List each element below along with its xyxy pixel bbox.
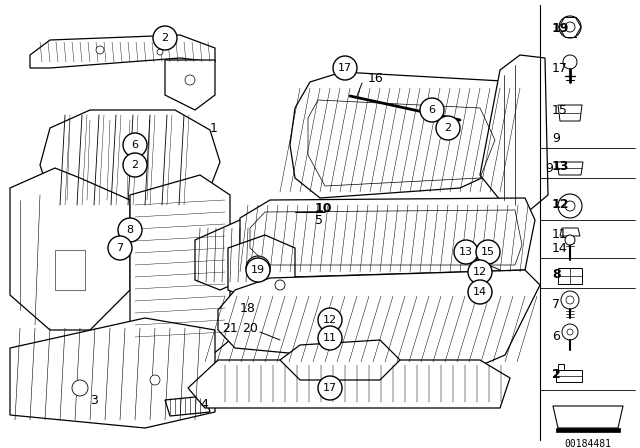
Text: 7: 7 — [552, 297, 560, 310]
Circle shape — [153, 26, 177, 50]
Circle shape — [559, 16, 581, 38]
Text: 11: 11 — [552, 228, 568, 241]
Text: 10: 10 — [315, 202, 333, 215]
Polygon shape — [130, 175, 230, 365]
Polygon shape — [228, 235, 295, 305]
Polygon shape — [165, 396, 210, 416]
Circle shape — [123, 133, 147, 157]
Text: 17: 17 — [323, 383, 337, 393]
Polygon shape — [557, 162, 583, 175]
Text: 8: 8 — [552, 267, 561, 280]
Text: 6: 6 — [131, 140, 138, 150]
Polygon shape — [30, 35, 215, 68]
Circle shape — [150, 375, 160, 385]
Text: 20: 20 — [242, 322, 258, 335]
Circle shape — [333, 56, 357, 80]
Text: 2: 2 — [131, 160, 139, 170]
Polygon shape — [560, 228, 580, 236]
Text: 4: 4 — [200, 399, 208, 412]
Text: 12: 12 — [552, 198, 570, 211]
Text: 14: 14 — [552, 241, 568, 254]
Polygon shape — [558, 268, 582, 284]
Polygon shape — [556, 428, 620, 432]
Text: 6: 6 — [552, 329, 560, 343]
Circle shape — [565, 235, 575, 245]
Polygon shape — [195, 220, 260, 290]
Circle shape — [123, 153, 147, 177]
Text: 19: 19 — [552, 22, 570, 34]
Text: 11: 11 — [323, 333, 337, 343]
Circle shape — [454, 240, 478, 264]
Circle shape — [565, 22, 575, 32]
Polygon shape — [188, 360, 510, 408]
Text: 00184481: 00184481 — [564, 439, 611, 448]
Text: 17: 17 — [338, 63, 352, 73]
Circle shape — [563, 55, 577, 69]
Text: 12: 12 — [323, 315, 337, 325]
Text: 6: 6 — [429, 105, 435, 115]
Circle shape — [318, 326, 342, 350]
Polygon shape — [40, 110, 220, 218]
Polygon shape — [480, 55, 548, 210]
Circle shape — [72, 380, 88, 396]
Polygon shape — [55, 250, 85, 290]
Polygon shape — [556, 370, 582, 382]
Circle shape — [562, 324, 578, 340]
Text: 15: 15 — [481, 247, 495, 257]
Circle shape — [318, 376, 342, 400]
Text: 9: 9 — [545, 161, 553, 175]
Circle shape — [436, 116, 460, 140]
Polygon shape — [10, 318, 215, 428]
Circle shape — [420, 98, 444, 122]
Text: 2: 2 — [444, 123, 452, 133]
Circle shape — [275, 280, 285, 290]
Circle shape — [96, 46, 104, 54]
Circle shape — [118, 218, 142, 242]
Text: 5: 5 — [315, 214, 323, 227]
Polygon shape — [280, 340, 400, 380]
Text: 17: 17 — [552, 61, 568, 74]
Text: 7: 7 — [116, 243, 124, 253]
Text: 3: 3 — [90, 393, 98, 406]
Text: 12: 12 — [473, 267, 487, 277]
Circle shape — [476, 240, 500, 264]
Text: 21: 21 — [222, 322, 237, 335]
Circle shape — [318, 308, 342, 332]
Circle shape — [566, 296, 574, 304]
Text: 8: 8 — [127, 225, 134, 235]
Polygon shape — [240, 198, 535, 278]
Polygon shape — [218, 270, 540, 370]
Text: 19: 19 — [251, 265, 265, 275]
Circle shape — [468, 260, 492, 284]
Circle shape — [558, 194, 582, 218]
Text: 2: 2 — [161, 33, 168, 43]
Text: 15: 15 — [552, 104, 568, 117]
Polygon shape — [553, 406, 623, 428]
Text: 16: 16 — [368, 72, 384, 85]
Polygon shape — [165, 60, 215, 110]
Polygon shape — [558, 105, 582, 121]
Circle shape — [185, 75, 195, 85]
Circle shape — [561, 291, 579, 309]
Text: 18: 18 — [240, 302, 256, 314]
Text: 13: 13 — [552, 159, 570, 172]
Circle shape — [468, 280, 492, 304]
Text: 13: 13 — [459, 247, 473, 257]
Text: 2: 2 — [552, 367, 561, 380]
Circle shape — [246, 256, 270, 280]
Polygon shape — [558, 364, 564, 370]
Circle shape — [253, 263, 263, 273]
Text: 1: 1 — [210, 121, 218, 134]
Circle shape — [108, 236, 132, 260]
Polygon shape — [10, 168, 130, 330]
Circle shape — [567, 329, 573, 335]
Polygon shape — [290, 72, 530, 198]
Text: 14: 14 — [473, 287, 487, 297]
Circle shape — [157, 49, 163, 55]
Circle shape — [565, 201, 575, 211]
Text: 9: 9 — [552, 132, 560, 145]
Circle shape — [246, 258, 270, 282]
